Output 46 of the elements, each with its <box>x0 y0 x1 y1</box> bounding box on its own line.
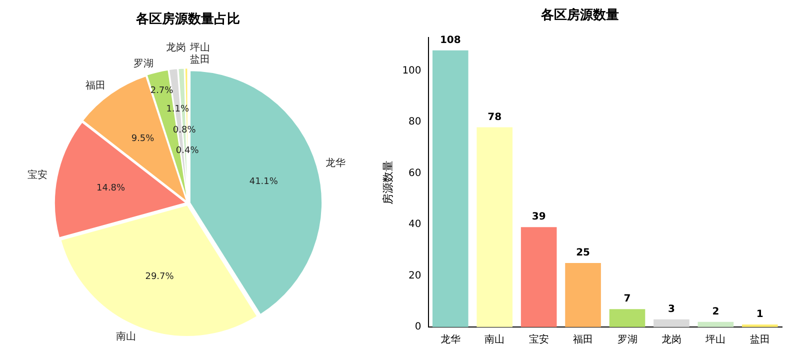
y-axis-title: 房源数量 <box>381 160 394 204</box>
slice-label: 龙岗 <box>166 42 186 54</box>
data-label: 108 <box>440 35 461 46</box>
bar <box>565 262 601 327</box>
x-tick-label: 罗湖 <box>617 334 638 346</box>
x-tick-label: 福田 <box>573 334 594 346</box>
bar <box>609 309 646 327</box>
y-tick-label: 20 <box>408 270 422 282</box>
bar <box>476 127 513 327</box>
bar <box>654 319 690 327</box>
slice-label: 龙华 <box>326 157 346 170</box>
slice-label: 盐田 <box>190 54 210 66</box>
data-label: 0.8% <box>172 125 196 136</box>
slice-label: 福田 <box>86 80 106 92</box>
data-label: 7 <box>624 294 631 305</box>
bar <box>698 322 734 327</box>
data-label: 39 <box>532 212 546 223</box>
x-tick-label: 盐田 <box>750 334 770 346</box>
data-label: 3 <box>668 304 675 315</box>
data-label: 1 <box>756 309 764 320</box>
data-label: 14.8% <box>96 183 126 194</box>
slice-label: 罗湖 <box>133 57 154 70</box>
data-label: 41.1% <box>249 176 278 187</box>
x-tick-label: 坪山 <box>704 334 726 346</box>
slice-label: 坪山 <box>189 42 210 54</box>
y-tick-label: 80 <box>408 116 422 128</box>
x-tick-label: 龙华 <box>440 334 460 346</box>
bar <box>432 50 468 327</box>
data-label: 29.7% <box>145 272 174 282</box>
data-label: 9.5% <box>131 134 155 144</box>
chart-title: 各区房源数量占比 <box>135 11 240 28</box>
y-tick-label: 100 <box>402 65 422 76</box>
x-tick-label: 宝安 <box>528 334 549 346</box>
data-label: 2 <box>712 306 720 318</box>
y-tick-label: 60 <box>408 168 422 179</box>
y-tick-label: 0 <box>414 322 422 333</box>
bar <box>742 324 778 327</box>
data-label: 0.4% <box>176 146 200 156</box>
y-tick-label: 40 <box>408 219 422 230</box>
data-label: 25 <box>576 248 590 259</box>
bar <box>520 227 557 327</box>
x-tick-label: 龙岗 <box>661 334 682 346</box>
chart-title: 各区房源数量 <box>540 7 619 24</box>
x-tick-label: 南山 <box>484 334 505 346</box>
slice-label: 宝安 <box>28 168 48 181</box>
data-label: 78 <box>488 112 502 123</box>
